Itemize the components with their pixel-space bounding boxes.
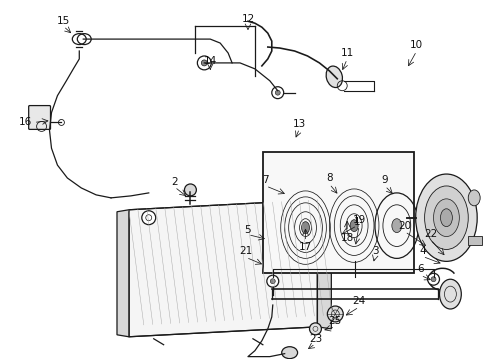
Text: 17: 17 xyxy=(298,243,311,252)
Circle shape xyxy=(275,90,280,95)
Polygon shape xyxy=(129,200,317,337)
Circle shape xyxy=(270,279,275,284)
Ellipse shape xyxy=(439,279,460,309)
Text: 1: 1 xyxy=(353,217,360,227)
Text: 9: 9 xyxy=(381,175,387,185)
Ellipse shape xyxy=(415,174,476,261)
Ellipse shape xyxy=(337,191,356,221)
Circle shape xyxy=(326,306,343,322)
Text: 18: 18 xyxy=(340,233,353,243)
Circle shape xyxy=(271,87,283,99)
FancyBboxPatch shape xyxy=(29,105,50,129)
Ellipse shape xyxy=(281,347,297,359)
Ellipse shape xyxy=(440,209,451,227)
Bar xyxy=(263,152,413,273)
Text: 25: 25 xyxy=(328,316,341,326)
Text: 6: 6 xyxy=(416,264,423,274)
Ellipse shape xyxy=(433,199,458,237)
Ellipse shape xyxy=(305,214,313,222)
Text: 10: 10 xyxy=(409,40,422,50)
Text: 14: 14 xyxy=(203,56,217,66)
Text: 24: 24 xyxy=(352,296,365,306)
Bar xyxy=(468,235,481,246)
Ellipse shape xyxy=(298,194,320,226)
Text: 3: 3 xyxy=(371,247,378,256)
Text: 22: 22 xyxy=(423,229,436,239)
Text: 19: 19 xyxy=(352,215,365,225)
Text: 23: 23 xyxy=(308,334,322,344)
Circle shape xyxy=(427,273,439,285)
Ellipse shape xyxy=(424,186,468,249)
Circle shape xyxy=(59,120,64,125)
Text: 11: 11 xyxy=(340,48,353,58)
Text: 7: 7 xyxy=(262,175,268,185)
Circle shape xyxy=(309,323,321,335)
Circle shape xyxy=(197,56,211,70)
Text: 8: 8 xyxy=(325,173,332,183)
Ellipse shape xyxy=(468,190,479,206)
Text: 16: 16 xyxy=(19,117,32,127)
Circle shape xyxy=(430,277,435,282)
Circle shape xyxy=(184,184,196,196)
Circle shape xyxy=(201,60,207,66)
Ellipse shape xyxy=(325,66,342,87)
Circle shape xyxy=(266,275,278,287)
Ellipse shape xyxy=(301,222,309,234)
Polygon shape xyxy=(317,198,331,329)
Text: 12: 12 xyxy=(241,14,254,24)
Text: 5: 5 xyxy=(244,225,251,235)
Text: 13: 13 xyxy=(292,120,305,130)
Circle shape xyxy=(142,211,155,225)
Text: 2: 2 xyxy=(171,177,178,187)
Polygon shape xyxy=(117,210,129,337)
Text: 20: 20 xyxy=(397,221,410,231)
Ellipse shape xyxy=(391,219,401,233)
Circle shape xyxy=(300,252,314,266)
Text: 15: 15 xyxy=(57,16,70,26)
Ellipse shape xyxy=(349,220,357,231)
Text: 21: 21 xyxy=(239,247,252,256)
Text: 4: 4 xyxy=(418,247,425,256)
